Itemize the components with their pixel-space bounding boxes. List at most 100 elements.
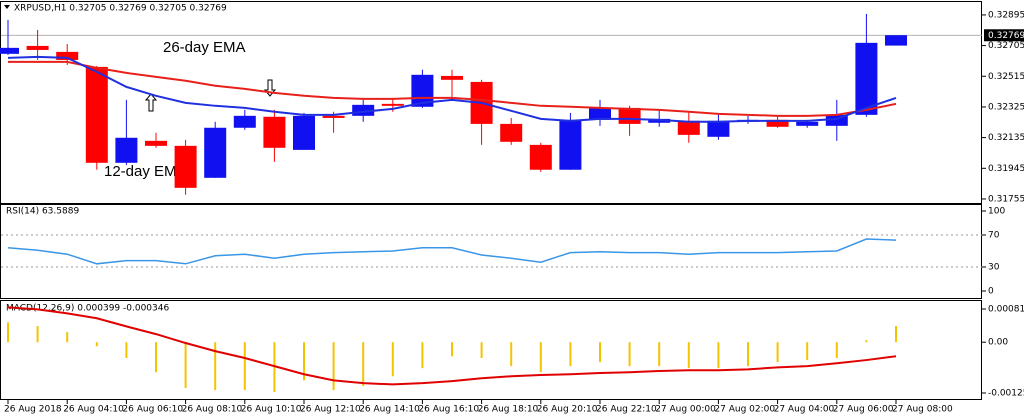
macd-bar bbox=[362, 342, 365, 387]
rsi-line bbox=[7, 238, 897, 265]
x-tick-label: 27 Aug 00:00 bbox=[655, 405, 716, 415]
macd-bar bbox=[391, 342, 394, 377]
macd-bar bbox=[687, 342, 690, 369]
candle-body bbox=[677, 120, 700, 135]
candle-body bbox=[618, 107, 641, 124]
signal-line bbox=[7, 306, 897, 386]
macd-bar bbox=[451, 342, 453, 357]
macd-bar bbox=[776, 342, 779, 363]
macd-bar bbox=[214, 342, 217, 391]
x-tick-label: 27 Aug 02:00 bbox=[714, 405, 775, 415]
y-tick-label: 0.32515 bbox=[988, 72, 1024, 82]
macd-bar bbox=[36, 325, 39, 343]
ema-annotation: 12-day EMA bbox=[104, 163, 187, 180]
candle-body bbox=[589, 107, 611, 120]
macd-bar bbox=[480, 342, 483, 359]
candle-body bbox=[263, 116, 286, 148]
macd-bar bbox=[628, 342, 631, 367]
candle-body bbox=[825, 114, 848, 126]
last-price-box bbox=[984, 29, 1024, 42]
macd-bar bbox=[125, 342, 128, 359]
y-tick-label: 100 bbox=[988, 207, 1005, 217]
macd-bar bbox=[895, 326, 897, 343]
ema-line bbox=[8, 60, 897, 117]
candle-body bbox=[26, 45, 49, 50]
macd-bar bbox=[184, 342, 187, 389]
menu-icon bbox=[4, 5, 10, 9]
macd-bar bbox=[658, 342, 661, 367]
candle-body bbox=[559, 119, 582, 170]
macd-bar bbox=[539, 342, 542, 373]
candle-body bbox=[766, 119, 789, 127]
x-tick-label: 26 Aug 14:10 bbox=[359, 405, 420, 415]
macd-bar bbox=[7, 322, 9, 343]
y-tick-label: 0.31755 bbox=[988, 194, 1024, 204]
y-tick-label: 0.00 bbox=[988, 338, 1008, 348]
macd-bar bbox=[95, 342, 98, 347]
candle-body bbox=[174, 145, 197, 188]
candle-body bbox=[204, 127, 227, 178]
x-tick-label: 26 Aug 08:10 bbox=[182, 405, 243, 415]
candle-body bbox=[233, 115, 256, 128]
macd-bar bbox=[332, 342, 335, 391]
candle-body bbox=[352, 104, 375, 116]
x-tick-label: 26 Aug 2018 bbox=[4, 405, 62, 415]
x-tick-label: 26 Aug 06:10 bbox=[122, 405, 183, 415]
macd-bar bbox=[66, 332, 69, 343]
x-tick-label: 26 Aug 20:10 bbox=[537, 405, 598, 415]
x-tick-label: 27 Aug 08:00 bbox=[892, 405, 953, 415]
x-tick-label: 26 Aug 18:10 bbox=[478, 405, 539, 415]
candle-body bbox=[441, 75, 463, 80]
candle-body bbox=[500, 123, 523, 142]
y-tick-label: 0.32325 bbox=[988, 102, 1024, 112]
x-tick-label: 27 Aug 04:00 bbox=[774, 405, 835, 415]
macd-bar bbox=[835, 342, 838, 359]
y-tick-label: 0 bbox=[988, 287, 994, 297]
price-panel bbox=[0, 1, 982, 204]
candle-body bbox=[322, 115, 345, 118]
y-tick-label: -0.001252 bbox=[988, 388, 1024, 398]
y-tick-label: 0.32135 bbox=[988, 133, 1024, 143]
ema-line bbox=[7, 55, 897, 123]
up-arrow bbox=[144, 93, 158, 112]
chart-title: XRPUSD,H1 0.32705 0.32769 0.32705 0.3276… bbox=[14, 4, 227, 14]
macd-bar bbox=[510, 342, 513, 367]
candle-body bbox=[796, 121, 819, 126]
macd-bar bbox=[155, 342, 157, 373]
candle-body bbox=[0, 47, 19, 54]
y-tick-label: 0.31945 bbox=[988, 164, 1024, 174]
macd-bar bbox=[303, 342, 305, 381]
macd-bar bbox=[243, 342, 246, 391]
ema-annotation: 26-day EMA bbox=[163, 39, 246, 56]
candle-body bbox=[529, 144, 552, 170]
candle-body bbox=[115, 137, 138, 163]
macd-bar bbox=[717, 342, 720, 369]
x-tick-label: 26 Aug 22:10 bbox=[596, 405, 657, 415]
macd-bar bbox=[806, 342, 809, 361]
x-tick-label: 26 Aug 12:10 bbox=[300, 405, 361, 415]
y-tick-label: 0.32895 bbox=[988, 10, 1024, 20]
rsi-title: RSI(14) 63.5889 bbox=[6, 207, 79, 217]
macd-bar bbox=[599, 342, 601, 363]
candle-body bbox=[145, 140, 167, 146]
candle-body bbox=[885, 35, 907, 46]
candle-body bbox=[56, 51, 79, 60]
candle-body bbox=[85, 66, 108, 163]
macd-title: MACD(12,26,9) 0.000399 -0.000346 bbox=[6, 304, 169, 314]
x-tick-label: 26 Aug 04:10 bbox=[63, 405, 124, 415]
rsi-panel bbox=[0, 204, 982, 299]
y-tick-label: 0.000819 bbox=[988, 305, 1024, 315]
macd-panel bbox=[0, 300, 982, 400]
y-tick-label: 70 bbox=[988, 231, 1000, 241]
x-tick-label: 27 Aug 06:00 bbox=[833, 405, 894, 415]
y-tick-label: 0.32705 bbox=[988, 41, 1024, 51]
macd-bar bbox=[569, 342, 572, 367]
last-price-label: 0.32769 bbox=[988, 31, 1024, 41]
y-tick-label: 30 bbox=[988, 263, 1000, 273]
candle-body bbox=[381, 103, 404, 106]
macd-bar bbox=[421, 342, 424, 369]
macd-bar bbox=[865, 340, 868, 343]
x-tick-label: 26 Aug 16:10 bbox=[418, 405, 479, 415]
candle-body bbox=[855, 42, 878, 115]
